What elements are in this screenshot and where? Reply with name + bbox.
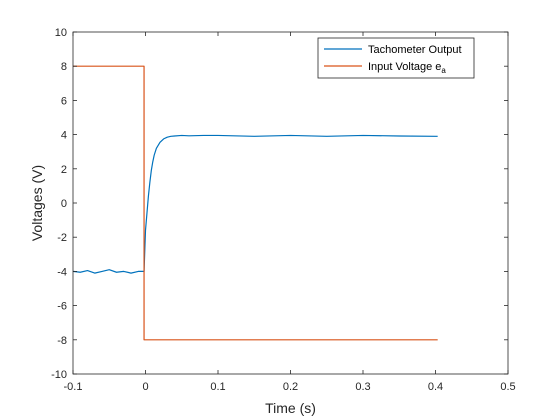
y-tick-label: 6 xyxy=(61,95,67,107)
y-tick-label: -2 xyxy=(57,232,67,244)
y-tick-label: 4 xyxy=(61,130,67,142)
y-tick-label: 2 xyxy=(61,164,67,176)
y-tick-label: 10 xyxy=(55,27,67,39)
plot-area xyxy=(73,32,508,374)
y-tick-label: 8 xyxy=(61,61,67,73)
x-tick-label: 0.1 xyxy=(210,381,225,393)
x-tick-label: 0.2 xyxy=(283,381,298,393)
y-axis-label: Voltages (V) xyxy=(29,165,45,241)
legend-subscript: a xyxy=(441,66,446,75)
x-tick-label: 0 xyxy=(142,381,148,393)
x-tick-label: 0.4 xyxy=(428,381,443,393)
y-tick-label: -4 xyxy=(57,266,67,278)
plot-background xyxy=(73,32,508,374)
y-tick-label: 0 xyxy=(61,198,67,210)
x-axis-label: Time (s) xyxy=(265,400,316,416)
x-tick-label: -0.1 xyxy=(64,381,83,393)
legend: Tachometer Output Input Voltage ea xyxy=(318,38,474,78)
y-tick-label: -8 xyxy=(57,335,67,347)
x-tick-label: 0.3 xyxy=(355,381,370,393)
y-tick-label: -6 xyxy=(57,301,67,313)
legend-label-0: Tachometer Output xyxy=(368,44,462,56)
legend-label-1: Input Voltage ea xyxy=(368,61,446,75)
y-tick-label: -10 xyxy=(51,369,67,381)
x-tick-label: 0.5 xyxy=(500,381,515,393)
